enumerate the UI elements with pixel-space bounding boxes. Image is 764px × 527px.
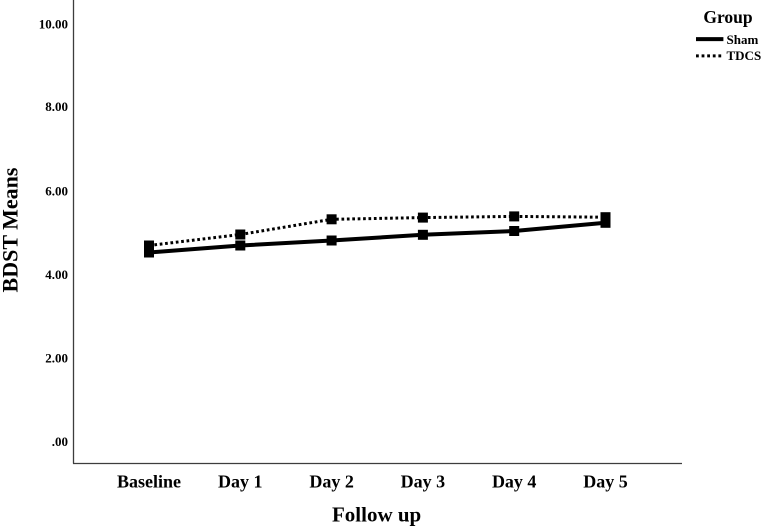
svg-text:Follow up: Follow up bbox=[332, 503, 421, 527]
svg-text:Sham: Sham bbox=[727, 32, 759, 47]
svg-text:Day 1: Day 1 bbox=[218, 472, 263, 492]
svg-text:Day 2: Day 2 bbox=[309, 472, 354, 492]
svg-text:6.00: 6.00 bbox=[45, 184, 68, 199]
svg-text:.00: .00 bbox=[52, 434, 68, 449]
svg-text:Day 5: Day 5 bbox=[583, 472, 628, 492]
svg-text:8.00: 8.00 bbox=[45, 99, 68, 114]
svg-text:Day 3: Day 3 bbox=[401, 472, 446, 492]
svg-text:10.00: 10.00 bbox=[39, 17, 68, 32]
svg-text:TDCS: TDCS bbox=[727, 48, 762, 63]
svg-text:Day 4: Day 4 bbox=[492, 472, 537, 492]
svg-text:BDST Means: BDST Means bbox=[0, 167, 23, 292]
svg-text:Baseline: Baseline bbox=[117, 472, 181, 492]
svg-text:4.00: 4.00 bbox=[45, 267, 68, 282]
svg-text:2.00: 2.00 bbox=[45, 351, 68, 366]
svg-text:Group: Group bbox=[703, 7, 753, 27]
